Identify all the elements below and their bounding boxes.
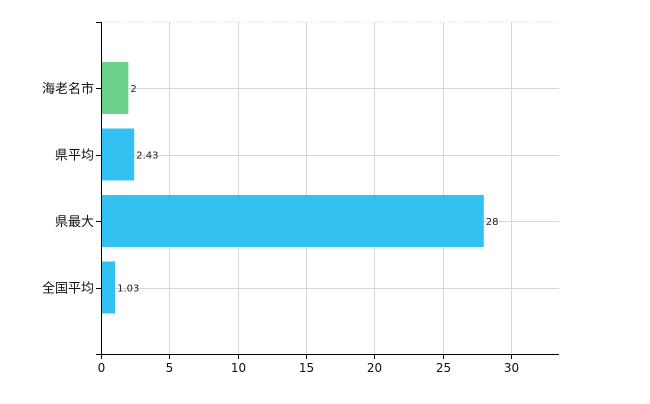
- x-tick-label-30: 30: [504, 361, 519, 375]
- data-label-1: 2: [130, 84, 136, 95]
- x-tick-label-25: 25: [436, 361, 451, 375]
- bar-1: [101, 62, 129, 114]
- category-label-4: 全国平均: [42, 281, 94, 297]
- category-label-3: 県最大: [55, 215, 94, 230]
- x-tick-label-20: 20: [367, 361, 382, 375]
- x-tick-label-0: 0: [98, 361, 106, 375]
- bar-2: [101, 128, 135, 181]
- axis-layer: [96, 22, 559, 359]
- x-tick-label-5: 5: [166, 361, 174, 375]
- data-label-4: 1.03: [117, 284, 139, 295]
- grid-layer: [101, 21, 559, 354]
- data-label-3: 28: [486, 217, 499, 228]
- x-tick-label-15: 15: [299, 361, 314, 375]
- bar-3: [101, 195, 484, 247]
- data-label-2: 2.43: [136, 151, 158, 162]
- bar-layer: [101, 62, 484, 314]
- category-label-1: 海老名市: [42, 81, 94, 97]
- category-label-2: 県平均: [55, 149, 94, 164]
- x-tick-label-10: 10: [231, 361, 246, 375]
- bar-4: [101, 261, 116, 314]
